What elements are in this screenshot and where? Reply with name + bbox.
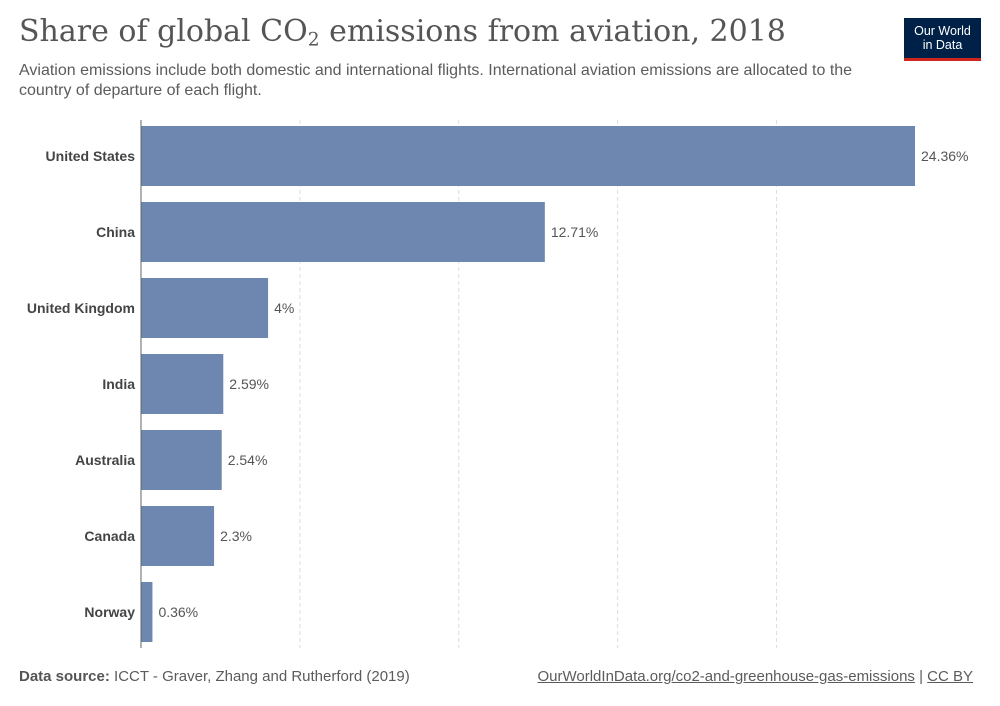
value-label: 4%: [274, 300, 294, 316]
logo-line-2: in Data: [922, 38, 963, 52]
category-label: Norway: [84, 604, 135, 620]
value-label: 2.54%: [228, 452, 268, 468]
bar: [141, 354, 224, 414]
bar: [141, 582, 153, 642]
category-label: India: [102, 376, 135, 392]
bar: [141, 506, 215, 566]
value-label: 24.36%: [921, 148, 968, 164]
bar: [141, 278, 269, 338]
data-source: Data source: ICCT - Graver, Zhang and Ru…: [19, 668, 410, 685]
category-label: Australia: [75, 452, 135, 468]
value-label: 2.3%: [220, 528, 252, 544]
value-label: 0.36%: [158, 604, 198, 620]
owid-logo[interactable]: Our World in Data: [904, 18, 981, 61]
license-link[interactable]: CC BY: [927, 668, 973, 685]
bar: [141, 126, 915, 186]
chart-subtitle: Aviation emissions include both domestic…: [19, 62, 853, 99]
category-label: United States: [46, 148, 136, 164]
chart-title: Share of global CO2 emissions from aviat…: [19, 14, 786, 51]
bar-chart: United States 24.36% China 12.71% United Kin…: [27, 120, 968, 648]
bar: [141, 430, 222, 490]
logo-line-1: Our World: [914, 24, 971, 38]
bar: [141, 202, 545, 262]
source-link[interactable]: OurWorldInData.org/co2-and-greenhouse-ga…: [537, 668, 915, 685]
category-label: United Kingdom: [27, 300, 135, 316]
category-label: China: [96, 224, 135, 240]
value-label: 2.59%: [229, 376, 269, 392]
footer-links: OurWorldInData.org/co2-and-greenhouse-ga…: [537, 668, 974, 685]
category-label: Canada: [84, 528, 135, 544]
value-label: 12.71%: [551, 224, 598, 240]
footer: Data source: ICCT - Graver, Zhang and Ru…: [19, 668, 973, 685]
